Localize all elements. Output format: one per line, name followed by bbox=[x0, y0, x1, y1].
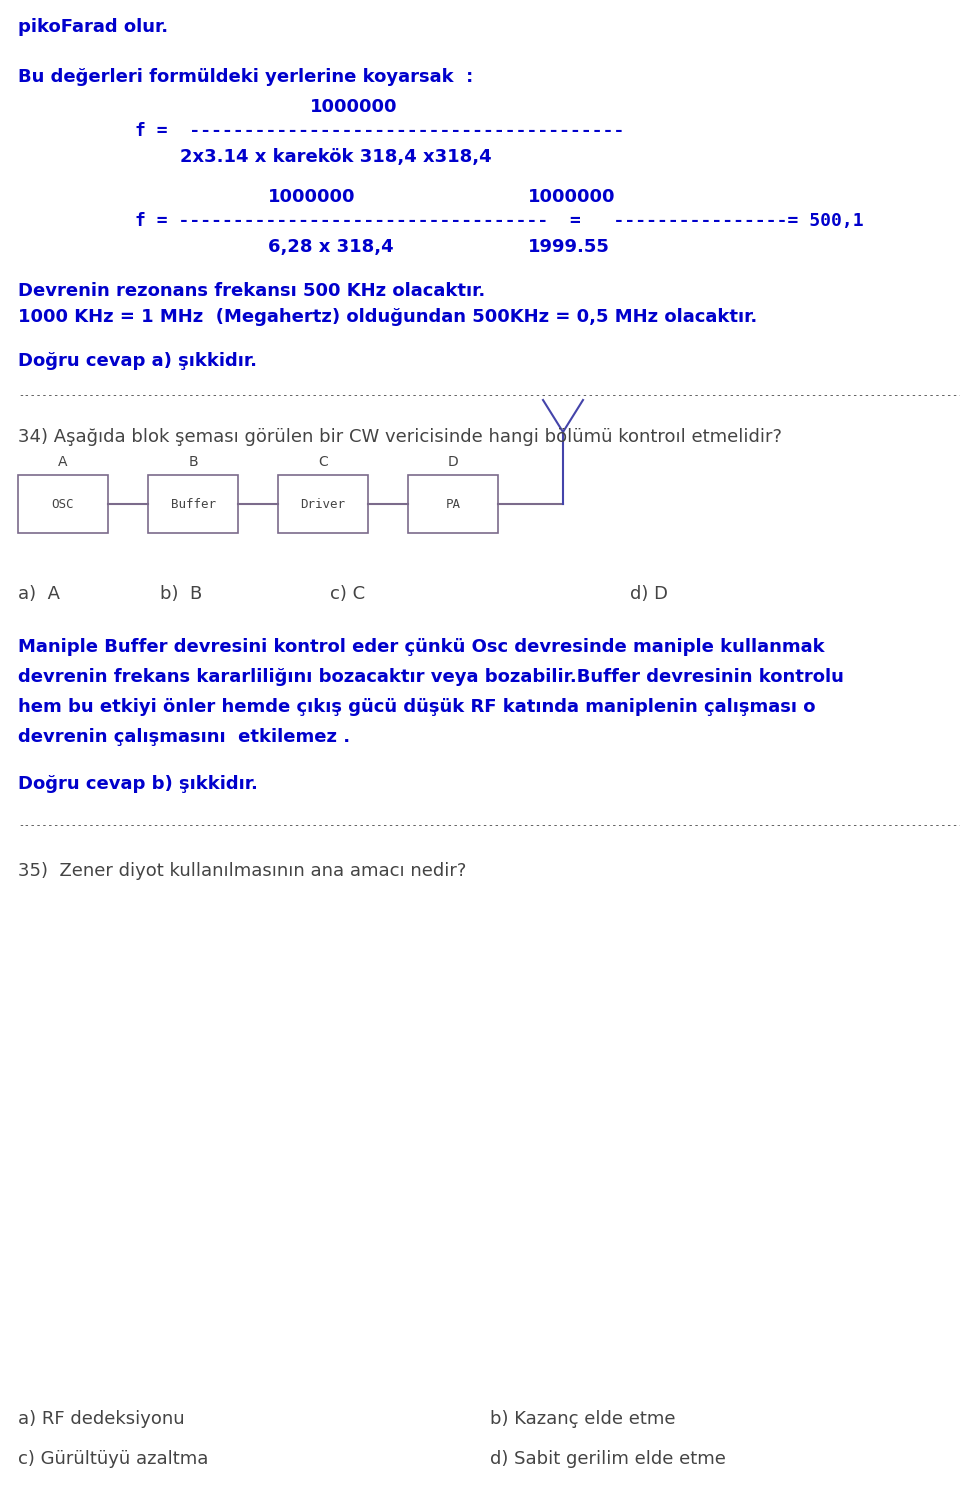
Bar bbox=[408, 475, 498, 533]
Text: a) RF dedeksiyonu: a) RF dedeksiyonu bbox=[18, 1410, 184, 1428]
Text: 1000 KHz = 1 MHz  (Megahertz) olduğundan 500KHz = 0,5 MHz olacaktır.: 1000 KHz = 1 MHz (Megahertz) olduğundan … bbox=[18, 309, 757, 327]
Text: Doğru cevap a) şıkkidır.: Doğru cevap a) şıkkidır. bbox=[18, 352, 257, 370]
Text: hem bu etkiyi önler hemde çıkış gücü düşük RF katında maniplenin çalışması o: hem bu etkiyi önler hemde çıkış gücü düş… bbox=[18, 698, 815, 716]
Text: D: D bbox=[447, 455, 458, 469]
Text: Maniple Buffer devresini kontrol eder çünkü Osc devresinde maniple kullanmak: Maniple Buffer devresini kontrol eder çü… bbox=[18, 638, 825, 656]
Text: C: C bbox=[318, 455, 328, 469]
Text: devrenin çalışmasını  etkilemez .: devrenin çalışmasını etkilemez . bbox=[18, 728, 350, 746]
Text: Buffer: Buffer bbox=[171, 497, 215, 511]
Text: 1000000: 1000000 bbox=[310, 97, 397, 115]
Text: pikoFarad olur.: pikoFarad olur. bbox=[18, 18, 168, 36]
Text: 34) Aşağıda blok şeması görülen bir CW vericisinde hangi bölümü kontroıl etmelid: 34) Aşağıda blok şeması görülen bir CW v… bbox=[18, 428, 782, 446]
Text: d) Sabit gerilim elde etme: d) Sabit gerilim elde etme bbox=[490, 1450, 726, 1468]
Text: a)  A: a) A bbox=[18, 586, 60, 604]
Text: c) C: c) C bbox=[330, 586, 365, 604]
Text: 1000000: 1000000 bbox=[268, 189, 355, 207]
Text: f =  ----------------------------------------: f = ------------------------------------… bbox=[135, 121, 624, 139]
Text: 6,28 x 318,4: 6,28 x 318,4 bbox=[268, 238, 394, 256]
Text: OSC: OSC bbox=[52, 497, 74, 511]
Text: Doğru cevap b) şıkkidır.: Doğru cevap b) şıkkidır. bbox=[18, 774, 258, 792]
Text: 2x3.14 x karekök 318,4 x318,4: 2x3.14 x karekök 318,4 x318,4 bbox=[180, 148, 492, 166]
Text: A: A bbox=[59, 455, 68, 469]
Text: f = ----------------------------------  =   ----------------= 500,1: f = ---------------------------------- =… bbox=[135, 213, 864, 231]
Text: b)  B: b) B bbox=[160, 586, 203, 604]
Text: Bu değerleri formüldeki yerlerine koyarsak  :: Bu değerleri formüldeki yerlerine koyars… bbox=[18, 67, 473, 85]
Text: d) D: d) D bbox=[630, 586, 668, 604]
Text: devrenin frekans kararliliğını bozacaktır veya bozabilir.Buffer devresinin kontr: devrenin frekans kararliliğını bozacaktı… bbox=[18, 668, 844, 686]
Text: B: B bbox=[188, 455, 198, 469]
Text: c) Gürültüyü azaltma: c) Gürültüyü azaltma bbox=[18, 1450, 208, 1468]
Text: 35)  Zener diyot kullanılmasının ana amacı nedir?: 35) Zener diyot kullanılmasının ana amac… bbox=[18, 861, 467, 879]
Text: Devrenin rezonans frekansı 500 KHz olacaktır.: Devrenin rezonans frekansı 500 KHz olaca… bbox=[18, 282, 485, 300]
Text: --------------------------------------------------------------------------------: ----------------------------------------… bbox=[18, 389, 960, 400]
Text: Driver: Driver bbox=[300, 497, 346, 511]
Text: b) Kazanç elde etme: b) Kazanç elde etme bbox=[490, 1410, 676, 1428]
Text: --------------------------------------------------------------------------------: ----------------------------------------… bbox=[18, 819, 960, 830]
Bar bbox=[278, 475, 368, 533]
Text: PA: PA bbox=[445, 497, 461, 511]
Text: 1000000: 1000000 bbox=[528, 189, 615, 207]
Text: 1999.55: 1999.55 bbox=[528, 238, 610, 256]
Bar bbox=[148, 475, 238, 533]
Bar bbox=[18, 475, 108, 533]
